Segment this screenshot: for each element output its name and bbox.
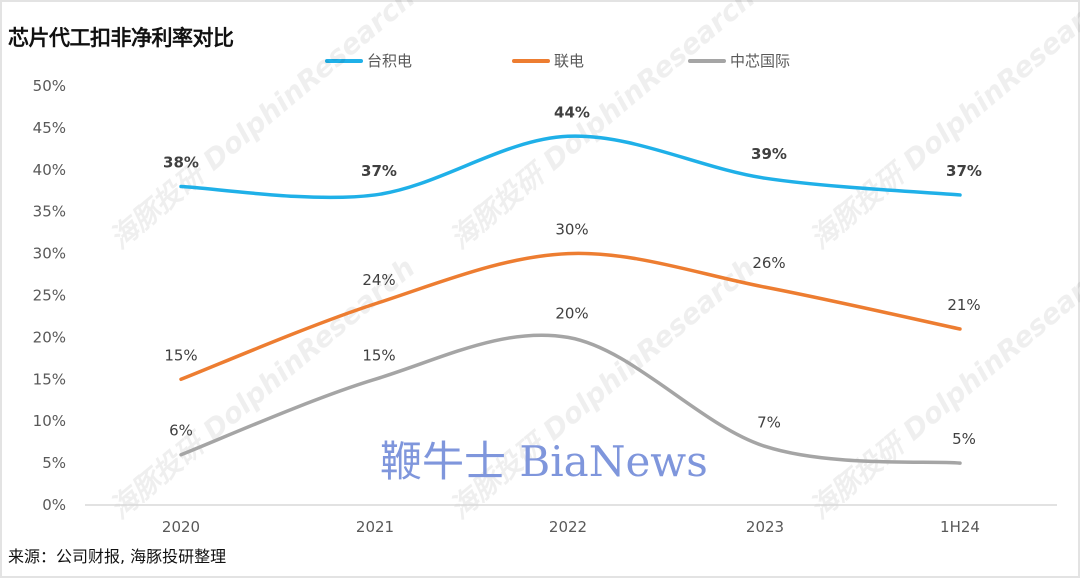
- y-tick-label: 45%: [33, 119, 66, 137]
- data-label: 38%: [163, 154, 199, 172]
- legend-label: 台积电: [367, 52, 413, 70]
- data-label: 26%: [752, 254, 785, 272]
- y-tick-label: 50%: [33, 77, 66, 95]
- dolphin-watermark: 海豚投研 DolphinResearch: [803, 251, 1080, 525]
- legend-swatch: [325, 58, 363, 63]
- y-tick-label: 20%: [33, 328, 66, 346]
- chart-title: 芯片代工扣非净利率对比: [8, 26, 234, 50]
- data-label: 21%: [947, 296, 980, 314]
- x-tick-label: 2023: [746, 518, 784, 536]
- dolphin-watermark: 海豚投研 DolphinResearch: [103, 0, 421, 255]
- x-tick-label: 2020: [162, 518, 200, 536]
- y-tick-label: 30%: [33, 245, 66, 263]
- legend-item-smic: 中芯国际: [688, 50, 790, 71]
- data-label: 6%: [169, 422, 193, 440]
- y-tick-label: 0%: [42, 496, 66, 514]
- data-label: 20%: [555, 304, 588, 322]
- data-label: 24%: [362, 271, 395, 289]
- bianews-watermark: 鞭牛士 BiaNews: [380, 437, 708, 486]
- data-label: 15%: [362, 346, 395, 364]
- legend-swatch: [512, 58, 550, 63]
- data-label: 37%: [361, 162, 397, 180]
- x-tick-label: 1H24: [940, 518, 980, 536]
- data-label: 15%: [164, 346, 197, 364]
- x-tick-label: 2021: [356, 518, 394, 536]
- dolphin-watermark: 海豚投研 DolphinResearch: [103, 251, 421, 525]
- data-label: 44%: [554, 103, 590, 121]
- source-note: 来源：公司财报, 海豚投研整理: [8, 547, 227, 566]
- y-tick-label: 5%: [42, 454, 66, 472]
- y-tick-label: 25%: [33, 287, 66, 305]
- legend-label: 联电: [554, 52, 585, 70]
- legend-item-tsmc: 台积电: [325, 50, 412, 71]
- dolphin-watermark: 海豚投研 DolphinResearch: [443, 0, 761, 255]
- y-tick-label: 35%: [33, 203, 66, 221]
- legend-swatch: [688, 58, 726, 63]
- y-tick-label: 10%: [33, 412, 66, 430]
- data-label: 5%: [952, 430, 976, 448]
- legend-item-umc: 联电: [512, 50, 584, 71]
- legend-label: 中芯国际: [730, 52, 791, 70]
- data-label: 37%: [946, 162, 982, 180]
- data-label: 30%: [555, 221, 588, 239]
- y-tick-label: 40%: [33, 161, 66, 179]
- data-label: 39%: [751, 145, 787, 163]
- data-label: 7%: [757, 413, 781, 431]
- y-tick-label: 15%: [33, 370, 66, 388]
- x-tick-label: 2022: [549, 518, 587, 536]
- dolphin-watermark: 海豚投研 DolphinResearch: [803, 0, 1080, 255]
